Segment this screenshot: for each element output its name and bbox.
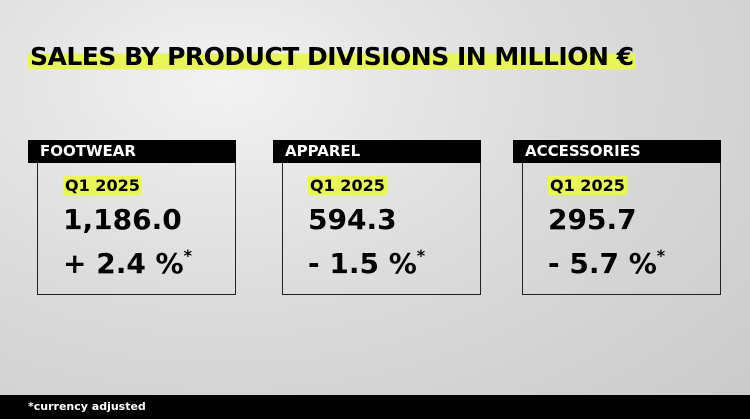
change-text: - 1.5 % [308, 247, 417, 280]
card: Q1 2025 594.3 - 1.5 %* [282, 163, 481, 295]
change-value: - 1.5 %* [308, 246, 425, 280]
change-text: + 2.4 % [63, 247, 184, 280]
period-label: Q1 2025 [308, 176, 387, 195]
sales-value: 1,186.0 [63, 203, 182, 236]
period-label: Q1 2025 [63, 176, 142, 195]
note-marker: * [656, 246, 666, 265]
card-label: FOOTWEAR [28, 140, 236, 163]
footnote: *currency adjusted [0, 395, 750, 419]
period-label: Q1 2025 [548, 176, 627, 195]
change-text: - 5.7 % [548, 247, 657, 280]
sales-value: 295.7 [548, 203, 637, 236]
change-value: - 5.7 %* [548, 246, 665, 280]
title: SALES BY PRODUCT DIVISIONS IN MILLION € [28, 42, 636, 71]
note-marker: * [416, 246, 426, 265]
change-value: + 2.4 %* [63, 246, 192, 280]
card: Q1 2025 295.7 - 5.7 %* [522, 163, 721, 295]
card: Q1 2025 1,186.0 + 2.4 %* [37, 163, 236, 295]
card-label: ACCESSORIES [513, 140, 721, 163]
card-label: APPAREL [273, 140, 481, 163]
note-marker: * [183, 246, 192, 265]
sales-value: 594.3 [308, 203, 397, 236]
